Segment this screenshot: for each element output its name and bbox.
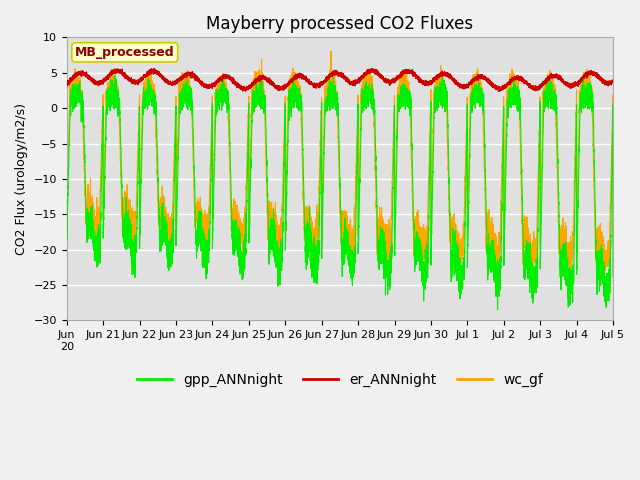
Legend: gpp_ANNnight, er_ANNnight, wc_gf: gpp_ANNnight, er_ANNnight, wc_gf [131,368,548,393]
Text: MB_processed: MB_processed [75,46,175,59]
Y-axis label: CO2 Flux (urology/m2/s): CO2 Flux (urology/m2/s) [15,103,28,255]
Title: Mayberry processed CO2 Fluxes: Mayberry processed CO2 Fluxes [206,15,474,33]
